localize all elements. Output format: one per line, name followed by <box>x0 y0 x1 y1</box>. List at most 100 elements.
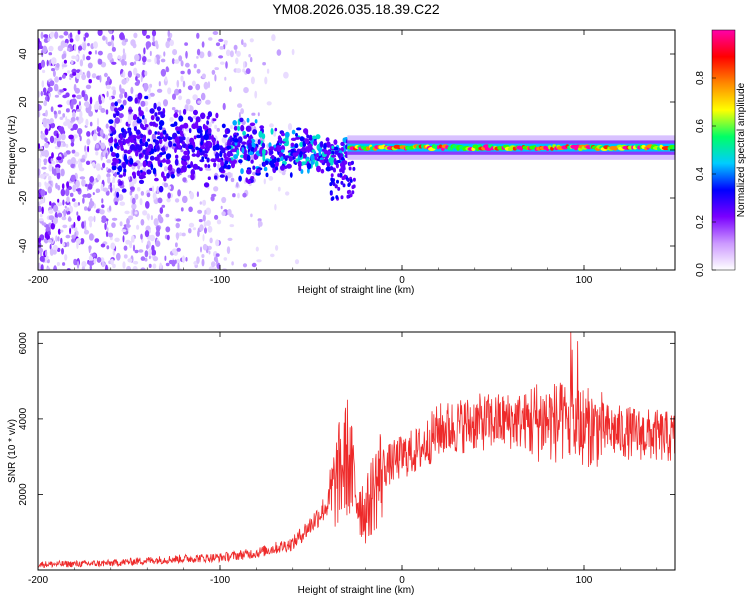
heatmap-speckle <box>111 42 115 49</box>
heatmap-speckle <box>133 61 137 65</box>
heatmap-blob <box>150 115 155 121</box>
heatmap-speckle <box>166 234 170 241</box>
heatmap-speckle <box>132 208 136 216</box>
heatmap-blob <box>226 150 231 158</box>
heatmap-speckle <box>129 186 135 191</box>
heatmap-speckle <box>61 63 68 68</box>
heatmap-speckle <box>70 117 76 122</box>
heatmap-speckle <box>216 127 220 132</box>
heatmap-blob <box>241 141 247 145</box>
heatmap-blob <box>133 126 137 132</box>
heatmap-speckle <box>38 110 41 118</box>
heatmap-speckle <box>110 242 116 250</box>
snr-y-tick-label: 6000 <box>18 332 29 355</box>
heatmap-tail <box>349 178 353 183</box>
heatmap-blob <box>320 168 325 174</box>
heatmap-speckle <box>167 30 171 38</box>
heatmap-blob <box>158 185 164 193</box>
heatmap-blob <box>152 121 157 127</box>
heatmap-speckle <box>98 94 102 103</box>
heatmap-speckle <box>95 151 99 156</box>
heatmap-speckle <box>275 245 279 251</box>
heatmap-blob <box>206 120 210 125</box>
heatmap-speckle <box>60 40 66 49</box>
heatmap-speckle <box>94 50 98 55</box>
heatmap-speckle <box>63 59 67 64</box>
heatmap-speckle <box>95 188 101 193</box>
heatmap-speckle <box>174 88 180 96</box>
heatmap-x-tick-label: -200 <box>28 275 48 286</box>
heatmap-speckle <box>158 81 161 87</box>
heatmap-speckle <box>112 249 116 256</box>
heatmap-blob <box>136 170 141 177</box>
heatmap-speckle <box>75 116 79 121</box>
heatmap-speckle <box>106 90 109 98</box>
heatmap-speckle <box>57 110 62 115</box>
heatmap-speckle <box>102 187 109 192</box>
heatmap-speckle <box>86 70 91 79</box>
heatmap-speckle <box>142 62 146 65</box>
heatmap-speckle <box>87 62 93 69</box>
heatmap-speckle <box>164 76 168 82</box>
heatmap-speckle <box>176 258 181 264</box>
heatmap-blob <box>117 139 122 144</box>
heatmap-tail <box>349 193 353 198</box>
heatmap-speckle <box>237 103 243 108</box>
heatmap-blob <box>290 142 295 148</box>
heatmap-speckle <box>102 35 106 41</box>
heatmap-blob <box>114 101 118 107</box>
heatmap-blob <box>340 157 345 161</box>
heatmap-speckle <box>49 244 52 250</box>
heatmap-speckle <box>86 55 91 61</box>
heatmap-speckle <box>77 30 81 35</box>
heatmap-tail <box>330 173 334 178</box>
heatmap-speckle <box>177 189 182 197</box>
heatmap-speckle <box>67 210 71 215</box>
heatmap-speckle <box>62 262 66 266</box>
heatmap-speckle <box>83 220 87 227</box>
heatmap-speckle <box>53 265 57 270</box>
heatmap-speckle <box>38 168 41 176</box>
heatmap-speckle <box>119 201 126 206</box>
heatmap-speckle <box>69 192 74 197</box>
heatmap-blob <box>248 151 254 156</box>
heatmap-blob <box>144 95 149 100</box>
heatmap-speckle <box>178 95 183 101</box>
heatmap-blob <box>294 143 299 149</box>
heatmap-speckle <box>56 262 61 266</box>
heatmap-speckle <box>38 262 41 269</box>
heatmap-blob <box>159 111 164 115</box>
heatmap-speckle <box>61 216 67 221</box>
snr-x-tick-label: -200 <box>28 575 48 586</box>
heatmap-blob <box>295 132 298 137</box>
heatmap-speckle <box>53 83 59 92</box>
heatmap-speckle <box>160 58 166 63</box>
heatmap-speckle <box>178 109 182 116</box>
heatmap-speckle <box>81 179 86 187</box>
heatmap-tail <box>342 183 346 188</box>
heatmap-speckle <box>107 232 114 238</box>
heatmap-blob <box>167 166 171 171</box>
heatmap-speckle <box>134 249 139 254</box>
heatmap-tail <box>346 178 350 182</box>
heatmap-blob <box>116 145 120 150</box>
heatmap-blob <box>261 142 266 149</box>
heatmap-speckle <box>38 205 42 213</box>
heatmap-blob <box>219 174 225 178</box>
heatmap-blob <box>134 97 138 104</box>
heatmap-speckle <box>42 69 46 74</box>
heatmap-speckle <box>88 110 93 117</box>
heatmap-blob <box>168 140 173 148</box>
heatmap-speckle <box>57 202 63 207</box>
heatmap-blob <box>191 141 196 147</box>
heatmap-blob <box>114 138 118 144</box>
heatmap-blob <box>121 127 125 133</box>
heatmap-speckle <box>196 256 200 264</box>
heatmap-speckle <box>276 49 282 56</box>
heatmap-blob <box>297 162 302 168</box>
heatmap-speckle <box>250 57 253 63</box>
heatmap-speckle <box>73 202 79 208</box>
heatmap-speckle <box>175 232 180 240</box>
heatmap-speckle <box>117 99 122 104</box>
heatmap-speckle <box>100 167 104 171</box>
